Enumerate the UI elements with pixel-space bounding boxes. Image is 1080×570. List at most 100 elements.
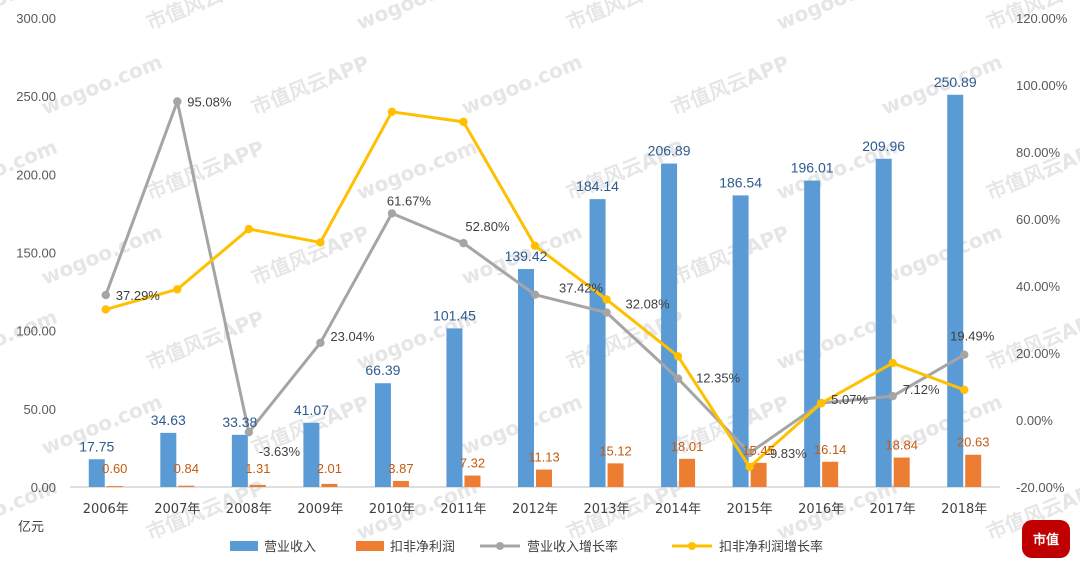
watermark-text: 市值风云APP [248,51,373,120]
revenue-growth-data-label: 37.29% [116,288,161,303]
legend-swatch-net-profit [356,541,384,551]
net-profit-data-label: 7.32 [460,456,485,471]
watermark-text: wogoo.com [773,0,901,35]
left-tick-label: 250.00 [16,89,56,104]
revenue-growth-point [745,448,754,458]
left-tick-label: 50.00 [23,402,56,417]
watermark-text: wogoo.com [38,219,166,289]
revenue-bar [518,269,534,487]
legend-swatch-revenue [230,541,258,551]
revenue-growth-data-label: -3.63% [259,444,301,459]
revenue-growth-point [530,290,540,299]
net-profit-growth-point [459,117,468,127]
right-tick-label: 120.00% [1016,11,1068,26]
net-profit-growth-point [530,241,540,250]
net-profit-bar [822,461,839,487]
right-tick-label: -20.00% [1016,480,1065,495]
revenue-bar [446,328,463,487]
net-profit-data-label: 18.01 [671,439,704,454]
revenue-data-label: 196.01 [791,160,834,176]
net-profit-data-label: 16.14 [814,442,847,457]
net-profit-bar [106,486,123,488]
net-profit-data-label: 18.84 [885,438,918,453]
revenue-bar [589,199,606,487]
revenue-growth-data-label: 95.08% [187,94,232,109]
net-profit-bar [750,462,767,487]
x-tick-label: 2014年 [655,502,701,517]
revenue-data-label: 206.89 [648,143,691,159]
watermark-text: 市值风云APP [563,0,688,35]
revenue-data-label: 209.96 [862,138,905,154]
left-tick-label: 150.00 [16,246,56,261]
net-profit-data-label: 1.31 [245,461,270,476]
watermark-text: wogoo.com [0,304,61,374]
net-profit-data-label: 2.01 [317,461,342,476]
legend-label-revenue-growth: 营业收入增长率 [527,539,618,555]
bars-layer [88,94,982,488]
net-profit-bar [679,458,696,487]
revenue-growth-data-label: 23.04% [330,329,375,344]
right-tick-label: 100.00% [1016,78,1068,93]
lines-layer [101,97,969,472]
right-axis-ticks: -20.00% 0.00% 20.00% 40.00% 60.00% 80.00% 100.… [1016,11,1068,495]
net-profit-bar [392,480,409,487]
right-tick-label: 80.00% [1016,145,1061,160]
net-profit-bar [464,475,481,487]
net-profit-growth-point [387,107,397,117]
x-tick-label: 2012年 [512,502,558,517]
net-profit-growth-point [745,462,754,472]
net-profit-data-label: 11.13 [528,450,560,465]
revenue-growth-point [602,308,611,317]
data-labels-layer: 17.75 0.60 34.63 0.84 33.38 1.31 41.07 2.01 66.3… [79,74,994,476]
net-profit-growth-point [173,285,182,294]
revenue-data-label: 41.07 [294,402,329,418]
watermark-text: 市值风云APP [668,51,793,120]
revenue-growth-point [101,290,110,300]
x-axis-labels: 2006年 2007年 2008年 2009年 2010年 2011年 2012年 2013年… [83,502,988,517]
revenue-growth-point [387,209,397,218]
revenue-growth-point [888,391,897,401]
legend-label-revenue: 营业收入 [264,540,316,555]
revenue-growth-data-label: 61.67% [387,193,432,208]
left-tick-label: 0.00 [31,480,56,495]
revenue-data-label: 17.75 [79,438,114,454]
revenue-data-label: 34.63 [151,412,186,428]
revenue-growth-data-label: 12.35% [696,371,741,386]
revenue-growth-data-label: 7.12% [903,382,940,397]
logo: 市值 [1022,520,1070,558]
left-tick-label: 200.00 [16,167,56,182]
revenue-growth-data-label: 37.42% [559,281,604,296]
revenue-growth-data-label: 32.08% [626,297,671,312]
revenue-growth-data-label: 19.49% [950,329,995,344]
net-profit-data-label: 20.63 [957,435,990,450]
net-profit-bar [607,463,624,487]
net-profit-growth-point [602,295,611,304]
revenue-growth-point [173,97,182,106]
right-tick-label: 0.00% [1016,413,1053,428]
revenue-data-label: 33.38 [222,414,257,430]
revenue-data-label: 66.39 [365,362,400,378]
revenue-growth-point [459,238,468,248]
x-tick-label: 2008年 [226,502,272,517]
left-tick-label: 300.00 [16,11,56,26]
left-tick-label: 100.00 [16,324,56,339]
watermark-text: 市值风云APP [668,221,793,290]
legend-label-net-profit-growth: 扣非净利润增长率 [719,539,823,555]
net-profit-growth-point [101,305,110,314]
net-profit-growth-point [244,224,254,234]
net-profit-data-label: 0.84 [174,461,199,476]
watermark-text: 市值风云APP [143,306,268,375]
net-profit-data-label: 3.87 [388,461,413,476]
revenue-growth-point [673,374,683,383]
revenue-data-label: 101.45 [433,307,476,323]
x-tick-label: 2007年 [154,502,200,517]
net-profit-growth-point [673,352,683,361]
revenue-bar [160,432,177,487]
revenue-growth-point [316,338,325,348]
net-profit-bar [178,485,195,487]
revenue-growth-data-label: -9.83% [766,446,808,461]
right-tick-label: 40.00% [1016,279,1061,294]
net-profit-data-label: 15.12 [599,443,632,458]
net-profit-bar [536,469,552,487]
